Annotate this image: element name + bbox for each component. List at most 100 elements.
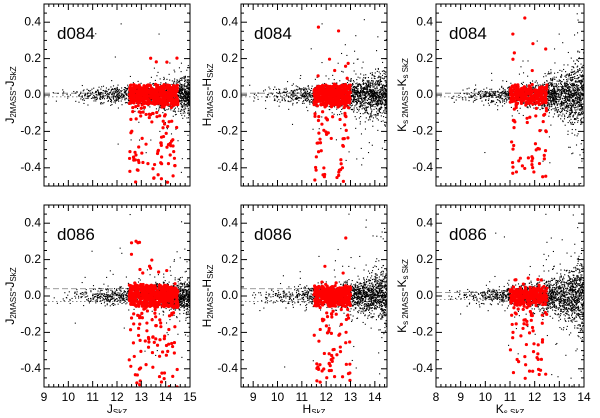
data-point-black <box>185 91 186 92</box>
data-point-red <box>319 92 322 95</box>
data-point-black <box>258 93 259 94</box>
data-point-red <box>140 87 143 90</box>
data-point-black <box>364 89 365 90</box>
data-point-black <box>356 158 357 159</box>
data-point-black <box>290 95 291 96</box>
data-point-black <box>80 93 81 94</box>
data-point-black <box>180 83 181 84</box>
data-point-black <box>76 92 77 93</box>
data-point-red <box>137 159 140 162</box>
data-point-black <box>355 90 356 91</box>
data-point-black <box>303 89 304 90</box>
data-point-black <box>365 94 366 95</box>
data-point-black <box>370 83 371 84</box>
data-point-black <box>352 85 353 86</box>
data-point-red <box>135 84 138 87</box>
data-point-black <box>106 87 107 88</box>
data-point-black <box>114 91 115 92</box>
data-point-black <box>106 91 107 92</box>
data-point-black <box>361 98 362 99</box>
data-point-red <box>326 86 329 89</box>
data-point-black <box>523 72 524 73</box>
data-point-black <box>179 93 180 94</box>
data-point-black <box>254 97 255 98</box>
data-point-black <box>105 90 106 91</box>
data-point-black <box>377 81 378 82</box>
data-point-black <box>527 107 528 108</box>
data-point-black <box>332 112 333 113</box>
data-point-black <box>542 161 543 162</box>
data-point-black <box>70 94 71 95</box>
data-point-red <box>349 91 352 94</box>
data-point-black <box>368 83 369 84</box>
data-point-black <box>182 118 183 119</box>
data-point-black <box>114 94 115 95</box>
data-point-black <box>580 110 581 111</box>
data-point-black <box>379 92 380 93</box>
data-point-black <box>359 95 360 96</box>
data-point-black <box>355 116 356 117</box>
data-point-black <box>102 93 103 94</box>
data-point-black <box>365 89 366 90</box>
data-point-black <box>375 69 376 70</box>
data-point-black <box>156 75 157 76</box>
data-point-red <box>313 92 316 95</box>
data-point-black <box>188 89 189 90</box>
data-point-black <box>62 95 63 96</box>
data-point-black <box>282 100 283 101</box>
data-point-black <box>67 94 68 95</box>
data-point-black <box>303 94 304 95</box>
data-point-black <box>372 126 373 127</box>
data-point-black <box>381 115 382 116</box>
data-point-black <box>563 69 564 70</box>
data-point-red <box>325 93 328 96</box>
data-point-red <box>349 83 352 86</box>
data-point-black <box>580 119 581 120</box>
data-point-red <box>312 100 315 103</box>
data-point-black <box>371 80 372 81</box>
data-point-black <box>378 114 379 115</box>
data-point-red <box>323 105 326 108</box>
data-point-red <box>132 94 135 97</box>
data-point-black <box>352 105 353 106</box>
data-point-black <box>350 105 351 106</box>
data-point-black <box>367 87 368 88</box>
data-point-black <box>364 103 365 104</box>
data-point-black <box>581 118 582 119</box>
data-point-black <box>100 103 101 104</box>
data-point-red <box>348 87 351 90</box>
data-point-black <box>183 88 184 89</box>
data-point-black <box>184 81 185 82</box>
data-point-black <box>188 87 189 88</box>
data-point-black <box>381 121 382 122</box>
data-point-black <box>115 90 116 91</box>
data-point-black <box>109 92 110 93</box>
data-point-black <box>107 101 108 102</box>
data-point-black <box>153 83 154 84</box>
data-point-black <box>101 92 102 93</box>
data-point-black <box>371 116 372 117</box>
data-point-black <box>554 48 555 49</box>
data-point-black <box>385 102 386 103</box>
data-point-black <box>283 97 284 98</box>
data-point-black <box>355 35 356 36</box>
data-point-black <box>380 103 381 104</box>
data-point-black <box>184 84 185 85</box>
data-point-black <box>165 82 166 83</box>
data-point-black <box>363 77 364 78</box>
data-point-black <box>179 97 180 98</box>
data-point-black <box>374 86 375 87</box>
data-point-black <box>381 93 382 94</box>
data-point-black <box>111 100 112 101</box>
data-point-black <box>557 107 558 108</box>
data-point-black <box>108 89 109 90</box>
data-point-black <box>371 111 372 112</box>
data-point-black <box>127 95 128 96</box>
data-point-black <box>277 101 278 102</box>
data-point-black <box>375 72 376 73</box>
data-point-red <box>338 99 341 102</box>
data-point-black <box>279 106 280 107</box>
data-point-black <box>345 44 346 45</box>
data-point-black <box>274 99 275 100</box>
